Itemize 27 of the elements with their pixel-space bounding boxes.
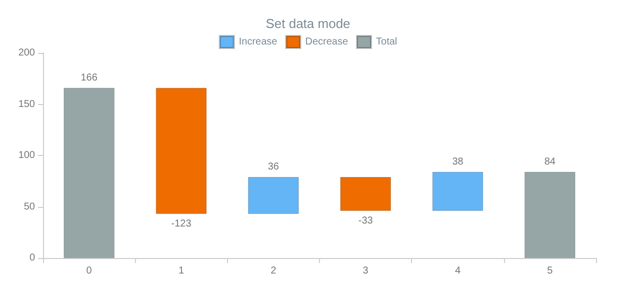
x-tick-label: 2: [270, 266, 277, 276]
legend-label: Total: [376, 36, 398, 48]
bar: [340, 177, 391, 211]
chart-title: Set data mode: [266, 16, 350, 31]
x-tick-label: 1: [178, 266, 184, 276]
data-label: 84: [544, 156, 556, 168]
y-tick-label: 100: [18, 150, 36, 161]
legend-label: Decrease: [305, 36, 348, 48]
x-tick-label: 3: [362, 266, 369, 276]
bar: [248, 177, 299, 214]
data-label: 166: [80, 72, 98, 84]
bar: [524, 172, 576, 258]
x-tick-label: 5: [547, 266, 554, 276]
y-tick-label: 200: [18, 48, 36, 58]
y-tick-label: 0: [29, 252, 36, 264]
x-tick-label: 4: [454, 266, 461, 276]
bar: [432, 172, 484, 211]
data-label: 38: [452, 156, 464, 168]
data-label: -33: [358, 215, 374, 226]
y-tick-label: 150: [18, 98, 36, 110]
y-tick-label: 50: [24, 201, 36, 212]
bar: [156, 88, 207, 214]
legend-label: Increase: [238, 36, 278, 48]
data-label: 36: [268, 162, 280, 173]
data-label: -123: [171, 218, 192, 230]
bar: [64, 88, 114, 258]
x-tick-label: 0: [86, 266, 92, 276]
